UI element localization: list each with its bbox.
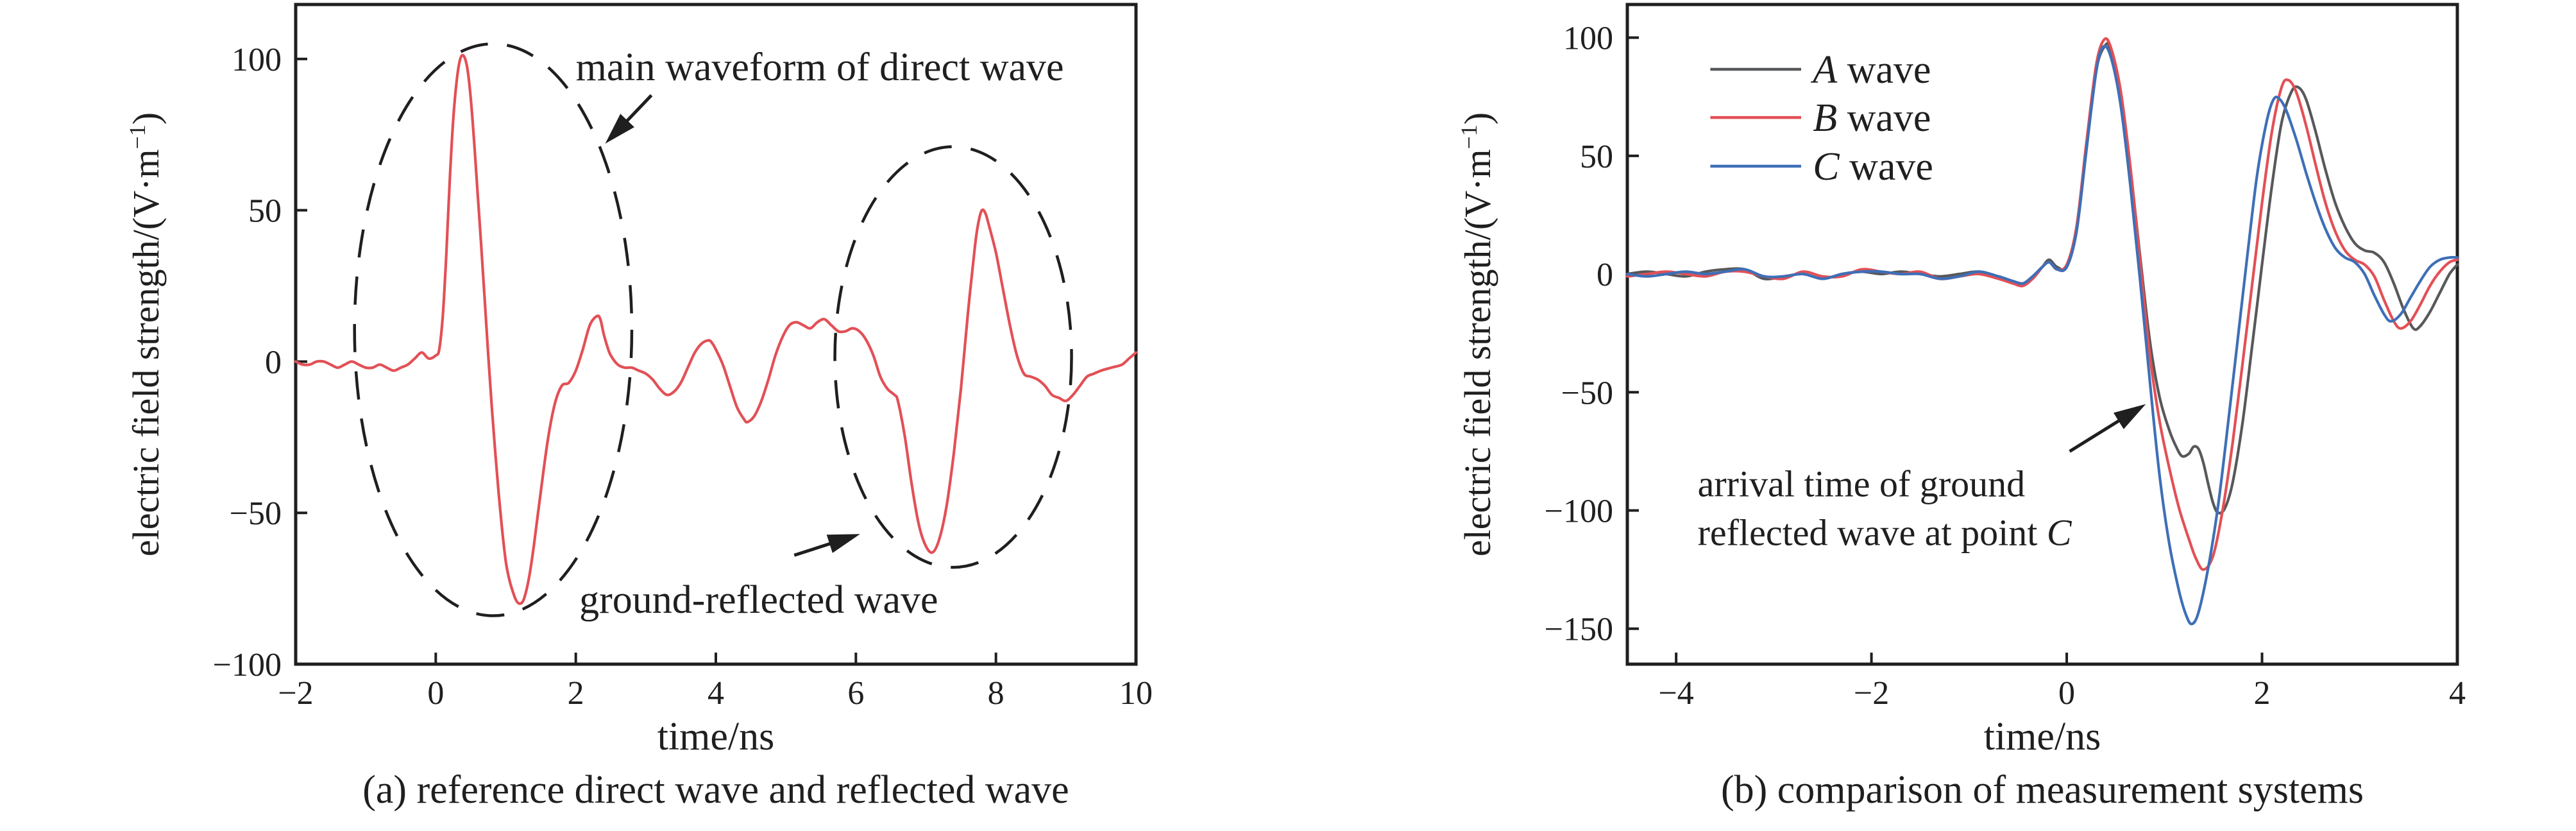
highlight-ellipse	[353, 42, 634, 617]
x-tick-label: 8	[988, 675, 1004, 712]
y-axis-label: electric field strength/(V·m−1)	[124, 112, 167, 556]
x-tick-label: −2	[278, 675, 313, 712]
x-tick-label: 2	[568, 675, 584, 712]
y-tick-label: 50	[248, 193, 282, 230]
panel-b-chart: −4 −2 0 2 4 −150 −100 −50 0 50 100 time/ns electric …	[1456, 3, 2466, 758]
x-tick-label: 10	[1119, 675, 1153, 712]
y-tick-label: 0	[265, 344, 282, 381]
legend-label: A wave	[1810, 48, 1931, 92]
x-tick-label: 2	[2254, 675, 2271, 712]
legend-label: C wave	[1813, 145, 1933, 189]
y-tick-label: 50	[1580, 139, 1613, 175]
plot-frame	[1625, 3, 2459, 666]
panel-a-caption: (a) reference direct wave and reflected …	[362, 768, 1069, 812]
x-tick-label: 6	[847, 675, 864, 712]
x-axis-label: time/ns	[1984, 715, 2101, 758]
plot-frame	[294, 3, 1138, 666]
x-tick-label: −4	[1658, 675, 1693, 712]
x-tick-label: 4	[708, 675, 724, 712]
series-curve-reference-waveform	[294, 53, 1138, 605]
y-axis-label: electric field strength/(V·m−1)	[1456, 112, 1498, 556]
y-tick-label: 100	[232, 42, 282, 78]
annotation-text: ground-reflected wave	[579, 578, 938, 622]
x-tick-label: −2	[1854, 675, 1889, 712]
panel-b-caption: (b) comparison of measurement systems	[1720, 768, 2364, 812]
y-tick-label: 0	[1597, 257, 1613, 293]
annotation-arrow-head	[605, 114, 634, 144]
x-tick-label: 0	[427, 675, 444, 712]
x-tick-label: 4	[2449, 675, 2466, 712]
series-curve-C-wave	[1625, 44, 2459, 626]
y-tick-label: −50	[230, 495, 282, 532]
series-curve-B-wave	[1625, 37, 2459, 571]
legend-label: B wave	[1813, 96, 1931, 140]
y-tick-label: 100	[1563, 21, 1613, 57]
annotation-arrow-head	[2114, 404, 2146, 429]
annotation-arrow-head	[826, 534, 860, 553]
y-tick-label: −100	[1545, 493, 1613, 530]
y-tick-label: −100	[213, 647, 282, 683]
annotation-text: main waveform of direct wave	[576, 46, 1064, 89]
annotation-text: reflected wave at point C	[1698, 511, 2072, 553]
y-tick-label: −50	[1561, 375, 1613, 411]
series-curve-A-wave	[1625, 42, 2459, 515]
highlight-ellipse	[833, 145, 1073, 569]
y-tick-label: −150	[1545, 612, 1613, 648]
panel-a-chart: −2 0 2 4 6 8 10 −100 −50 0 50 100 time/ns electric fi…	[124, 3, 1153, 758]
x-tick-label: 0	[2058, 675, 2075, 712]
x-axis-label: time/ns	[657, 715, 775, 758]
annotation-text: arrival time of ground	[1698, 463, 2026, 504]
